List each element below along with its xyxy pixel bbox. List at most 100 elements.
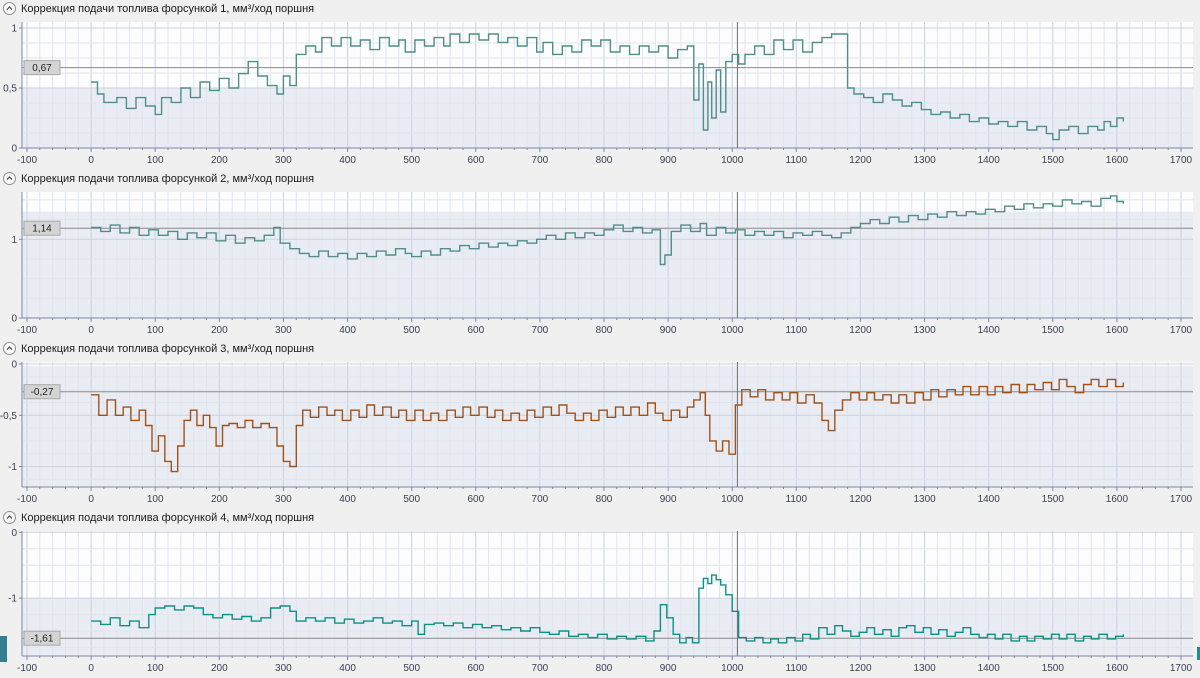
x-axis-tick-label: 400 <box>339 155 356 166</box>
x-axis-tick-label: 1500 <box>1042 325 1065 336</box>
reference-value-badge <box>23 630 61 646</box>
plot-band-lower <box>22 598 1193 656</box>
reference-value-badge <box>23 60 61 76</box>
x-axis-tick-label: 1400 <box>978 663 1001 674</box>
x-axis-tick-label: 1300 <box>913 155 936 166</box>
x-axis-tick-label: 700 <box>532 494 549 505</box>
line-chart-injector-2[interactable]: -100 0 100 200 300 400 500 600 700 800 900 1000 1100… <box>0 187 1200 340</box>
x-axis-tick-label: 0 <box>88 494 94 505</box>
x-axis-tick-label: 600 <box>467 325 484 336</box>
panel-header-3[interactable]: Коррекция подачи топлива форсункой 3, мм… <box>0 340 1200 357</box>
collapse-chevron-icon[interactable] <box>3 172 16 185</box>
docked-panel-tab[interactable] <box>0 636 7 662</box>
x-axis-tick-label: 300 <box>275 663 292 674</box>
x-axis-tick-label: 1600 <box>1106 494 1129 505</box>
x-axis-tick-label: -100 <box>17 663 37 674</box>
line-chart-injector-4[interactable]: -100 0 100 200 300 400 500 600 700 800 900 1000 1100… <box>0 526 1200 678</box>
x-axis-tick-label: 1700 <box>1170 155 1193 166</box>
x-axis-tick-label: 100 <box>147 494 164 505</box>
panel-title: Коррекция подачи топлива форсункой 2, мм… <box>21 172 315 185</box>
x-axis-tick-label: -100 <box>17 494 37 505</box>
x-axis-tick-label: 500 <box>403 325 420 336</box>
y-axis-tick-label: 0 <box>11 360 17 371</box>
x-axis-tick-label: -100 <box>17 325 37 336</box>
x-axis-tick-label: 1500 <box>1042 663 1065 674</box>
x-axis-tick-label: 800 <box>596 663 613 674</box>
y-axis-tick-label: -1 <box>8 462 17 473</box>
x-axis-tick-label: 800 <box>596 155 613 166</box>
x-axis-tick-label: 1300 <box>913 663 936 674</box>
x-axis-tick-label: 0 <box>88 663 94 674</box>
x-axis-tick-label: 1200 <box>849 325 872 336</box>
data-line <box>91 378 1124 473</box>
x-axis-tick-label: 1100 <box>786 325 808 336</box>
chart-area-4[interactable]: -100 0 100 200 300 400 500 600 700 800 900 1000 1100… <box>0 526 1200 678</box>
x-axis-tick-label: 100 <box>147 663 164 674</box>
x-axis-tick-label: 100 <box>147 325 164 336</box>
y-axis-tick-label: 1 <box>11 235 17 246</box>
data-line <box>91 574 1124 644</box>
x-axis-tick-label: 1200 <box>849 494 872 505</box>
x-axis-tick-label: 500 <box>403 155 420 166</box>
panel-title: Коррекция подачи топлива форсункой 3, мм… <box>21 342 315 355</box>
plot-band-lower <box>22 211 1193 318</box>
x-axis-tick-label: 600 <box>467 494 484 505</box>
x-axis-tick-label: 1700 <box>1170 663 1193 674</box>
x-axis-tick-label: 800 <box>596 494 613 505</box>
collapse-chevron-icon[interactable] <box>3 342 16 355</box>
x-axis-tick-label: 1400 <box>978 155 1001 166</box>
y-axis-tick-label: -1 <box>8 594 17 605</box>
chart-area-2[interactable]: -100 0 100 200 300 400 500 600 700 800 900 1000 1100… <box>0 187 1200 340</box>
x-axis-tick-label: 900 <box>660 155 677 166</box>
panel-header-4[interactable]: Коррекция подачи топлива форсункой 4, мм… <box>0 509 1200 526</box>
x-axis-tick-label: 1600 <box>1106 325 1129 336</box>
x-axis-tick-label: 1600 <box>1106 663 1129 674</box>
x-axis-tick-label: 1100 <box>786 155 808 166</box>
y-axis-tick-label: 1 <box>11 24 17 35</box>
line-chart-injector-1[interactable]: -100 0 100 200 300 400 500 600 700 800 900 1000 1100… <box>0 17 1200 170</box>
chart-panel-3: Коррекция подачи топлива форсункой 3, мм… <box>0 340 1200 509</box>
x-axis-tick-label: 500 <box>403 494 420 505</box>
reference-value-text: -0,27 <box>31 387 54 398</box>
x-axis-tick-label: 0 <box>88 325 94 336</box>
x-axis-tick-label: 1600 <box>1106 155 1129 166</box>
chart-panel-4: Коррекция подачи топлива форсункой 4, мм… <box>0 509 1200 678</box>
x-axis-tick-label: 200 <box>211 325 228 336</box>
x-axis-tick-label: 200 <box>211 663 228 674</box>
x-axis-tick-label: 200 <box>211 494 228 505</box>
x-axis-tick-label: 1000 <box>721 663 744 674</box>
x-axis-tick-label: 700 <box>532 325 549 336</box>
panel-header-1[interactable]: Коррекция подачи топлива форсункой 1, мм… <box>0 0 1200 17</box>
x-axis-tick-label: 1300 <box>913 325 936 336</box>
chart-panel-2: Коррекция подачи топлива форсункой 2, мм… <box>0 170 1200 340</box>
x-axis-tick-label: 800 <box>596 325 613 336</box>
chart-area-1[interactable]: -100 0 100 200 300 400 500 600 700 800 900 1000 1100… <box>0 17 1200 170</box>
x-axis-tick-label: 400 <box>339 663 356 674</box>
panel-header-2[interactable]: Коррекция подачи топлива форсункой 2, мм… <box>0 170 1200 187</box>
x-axis-tick-label: 1100 <box>786 663 808 674</box>
x-axis-tick-label: 400 <box>339 325 356 336</box>
right-edge-marker <box>1197 647 1200 660</box>
plot-band-upper <box>22 531 1193 599</box>
collapse-chevron-icon[interactable] <box>3 2 16 15</box>
x-axis-tick-label: 300 <box>275 494 292 505</box>
x-axis-tick-label: 1400 <box>978 494 1001 505</box>
y-axis-tick-label: -0,5 <box>0 411 17 422</box>
reference-value-badge <box>23 384 61 400</box>
x-axis-tick-label: 1200 <box>849 663 872 674</box>
x-axis-tick-label: 900 <box>660 663 677 674</box>
x-axis-tick-label: 600 <box>467 663 484 674</box>
x-axis-tick-label: 1100 <box>786 494 808 505</box>
line-chart-injector-3[interactable]: -100 0 100 200 300 400 500 600 700 800 900 1000 1100… <box>0 357 1200 509</box>
x-axis-tick-label: -100 <box>17 155 37 166</box>
collapse-chevron-icon[interactable] <box>3 511 16 524</box>
x-axis-tick-label: 700 <box>532 155 549 166</box>
reference-value-text: 1,14 <box>32 224 52 235</box>
x-axis-tick-label: 900 <box>660 494 677 505</box>
chart-area-3[interactable]: -100 0 100 200 300 400 500 600 700 800 900 1000 1100… <box>0 357 1200 509</box>
chart-panel-1: Коррекция подачи топлива форсункой 1, мм… <box>0 0 1200 170</box>
y-axis-tick-label: 0,5 <box>3 84 17 95</box>
reference-value-text: -1,61 <box>31 634 54 645</box>
x-axis-tick-label: 900 <box>660 325 677 336</box>
